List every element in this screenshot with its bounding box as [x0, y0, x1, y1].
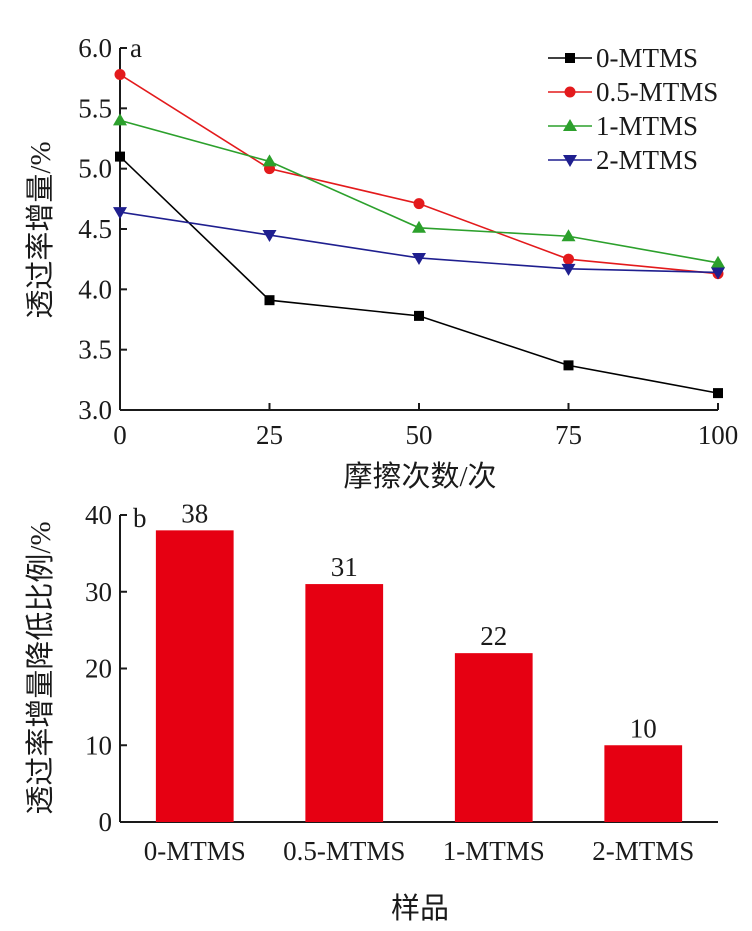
- data-point: [114, 69, 126, 81]
- bar-0-MTMS: [155, 530, 234, 822]
- data-point: [412, 220, 426, 233]
- x-tick-label: 1-MTMS: [443, 836, 545, 866]
- legend-item: 0-MTMS: [548, 43, 698, 73]
- bar-value-label: 38: [181, 498, 208, 528]
- bars-group: 38 31 22 10: [155, 498, 683, 822]
- legend-swatch-marker: [565, 53, 575, 63]
- y-axis-label: 透过率增量/%: [24, 141, 57, 318]
- x-tick-label: 2-MTMS: [592, 836, 694, 866]
- data-point: [561, 263, 576, 276]
- y-tick-label: 5.5: [78, 93, 112, 123]
- series-2-MTMS: [113, 207, 725, 280]
- y-tick-label: 10: [85, 730, 112, 760]
- legend-item: 2-MTMS: [548, 145, 698, 175]
- data-point: [711, 255, 725, 268]
- x-tick-label: 50: [406, 420, 433, 450]
- bar-2-MTMS: [604, 745, 683, 822]
- data-point: [115, 151, 125, 162]
- legend-swatch-marker: [563, 155, 577, 167]
- panel-label-b: b: [133, 503, 147, 533]
- x-tick-label: 0: [113, 420, 127, 450]
- data-point: [113, 207, 127, 220]
- data-point: [711, 267, 725, 280]
- bar-1-MTMS: [454, 653, 533, 822]
- series-line: [119, 156, 719, 394]
- data-point: [262, 230, 277, 243]
- legend-item: 1-MTMS: [548, 111, 698, 141]
- data-point: [262, 154, 277, 167]
- legend-label: 2-MTMS: [596, 145, 698, 175]
- y-tick-label: 3.5: [78, 335, 112, 365]
- data-point: [563, 360, 574, 371]
- legend-label: 0.5-MTMS: [596, 77, 718, 107]
- data-point: [413, 198, 425, 210]
- x-tick-label: 100: [698, 420, 739, 450]
- y-tick-label: 40: [85, 500, 112, 530]
- y-tick-label: 6.0: [78, 33, 112, 63]
- x-ticks: 0-MTMS 0.5-MTMS 1-MTMS 2-MTMS: [144, 836, 695, 866]
- x-tick-label: 25: [256, 420, 283, 450]
- legend-label: 0-MTMS: [596, 43, 698, 73]
- y-ticks: 0 10 20 30 40: [85, 500, 127, 837]
- line-chart-panel-a: 3.0 3.5 4.0 4.5 5.0 5.5 6.0 0 25 50 75 100 a 摩擦次数/…: [24, 33, 738, 493]
- legend: 0-MTMS 0.5-MTMS 1-MTMS 2-MTMS: [548, 43, 718, 175]
- x-ticks: 0 25 50 75 100: [113, 403, 738, 450]
- y-ticks: 3.0 3.5 4.0 4.5 5.0 5.5 6.0: [78, 33, 127, 425]
- data-point: [713, 388, 723, 399]
- legend-swatch-marker: [564, 86, 576, 98]
- y-tick-label: 4.0: [78, 274, 112, 304]
- x-axis-label: 样品: [391, 892, 449, 925]
- series-line: [119, 119, 719, 264]
- x-axis-label: 摩擦次数/次: [343, 460, 496, 493]
- y-tick-label: 3.0: [78, 395, 112, 425]
- y-tick-label: 4.5: [78, 214, 112, 244]
- bar-value-label: 31: [331, 552, 358, 582]
- series-group: [113, 69, 725, 399]
- bar-chart-panel-b: 0 10 20 30 40 38 31 22 10 0-MTMS 0.5-MTMS 1-MTMS 2…: [24, 498, 718, 925]
- legend-item: 0.5-MTMS: [548, 77, 718, 107]
- data-point: [264, 295, 275, 306]
- data-point: [563, 253, 574, 265]
- bar-value-label: 10: [630, 713, 657, 743]
- legend-label: 1-MTMS: [596, 111, 698, 141]
- panel-label-a: a: [130, 33, 142, 63]
- legend-swatch-marker: [563, 119, 577, 131]
- bar-0.5-MTMS: [305, 584, 384, 822]
- x-tick-label: 75: [555, 420, 582, 450]
- bar-value-label: 22: [480, 621, 507, 651]
- y-tick-label: 0: [99, 807, 113, 837]
- series-1-MTMS: [113, 113, 725, 268]
- data-point: [113, 113, 127, 126]
- y-axis-label: 透过率增量降低比例/%: [24, 521, 57, 814]
- y-tick-label: 20: [85, 654, 112, 684]
- data-point: [412, 252, 426, 265]
- x-tick-label: 0-MTMS: [144, 836, 246, 866]
- data-point: [414, 310, 424, 321]
- y-tick-label: 5.0: [78, 154, 112, 184]
- series-0-MTMS: [115, 151, 723, 399]
- x-tick-label: 0.5-MTMS: [283, 836, 405, 866]
- y-tick-label: 30: [85, 577, 112, 607]
- data-point: [561, 229, 576, 242]
